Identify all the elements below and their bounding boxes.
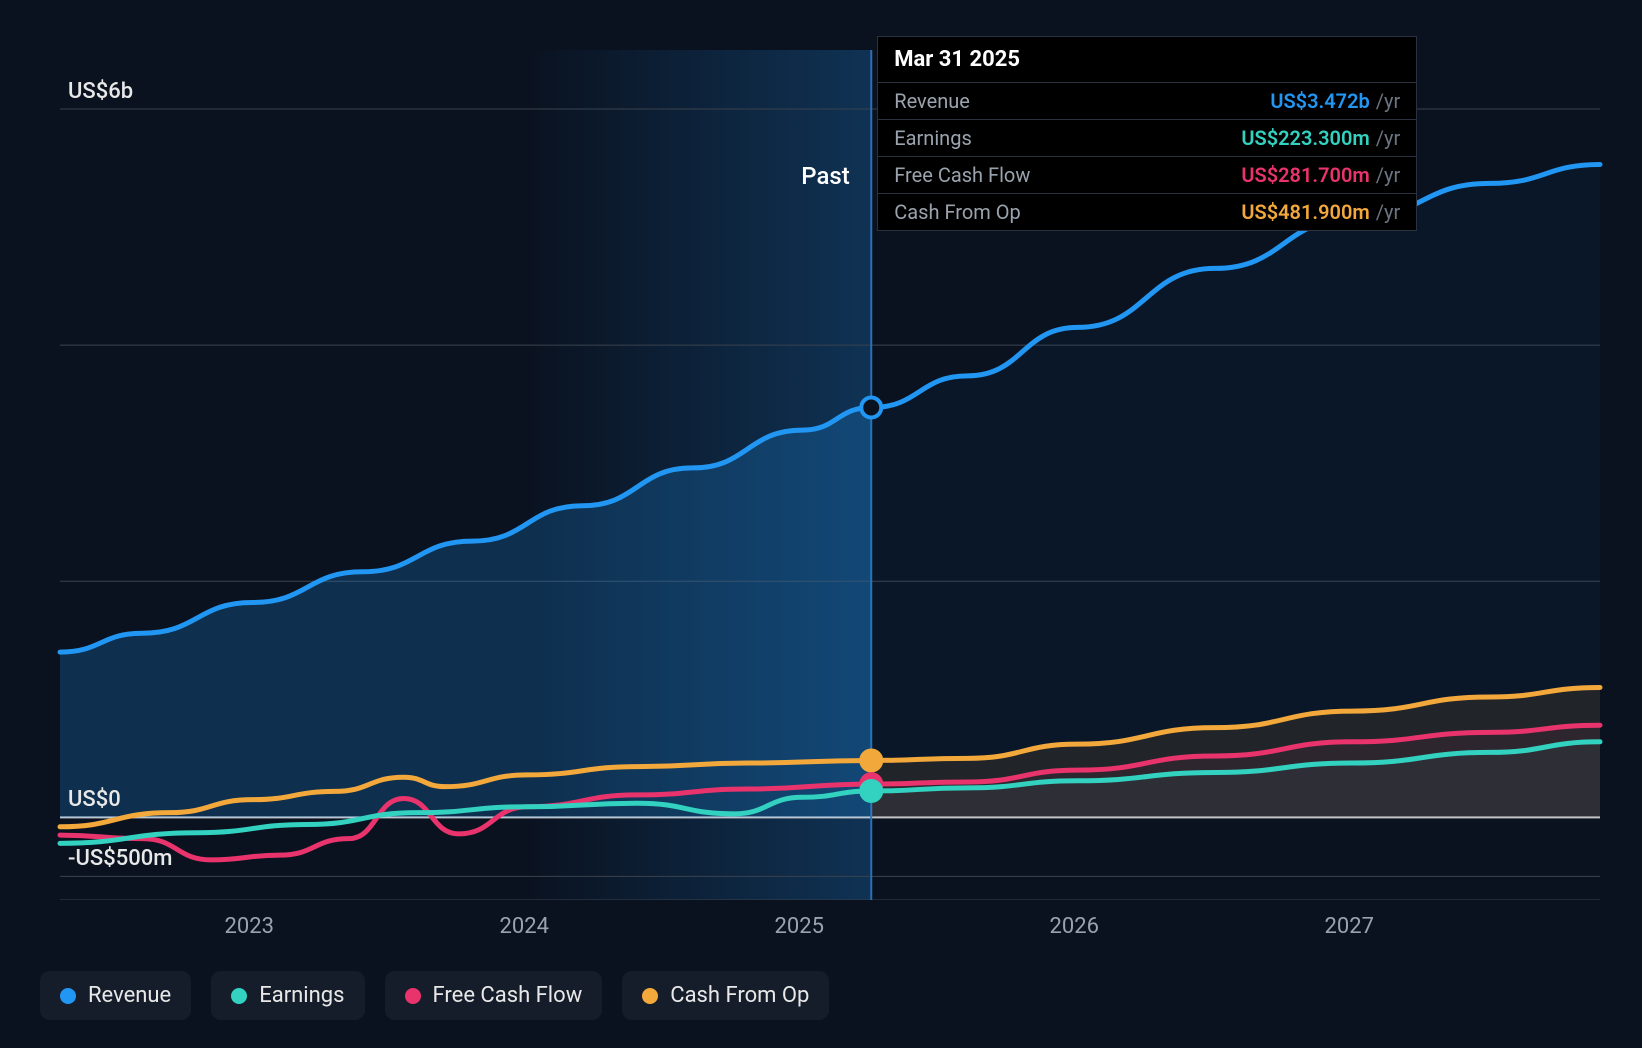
past-label: Past [801, 162, 849, 190]
legend-item-label: Free Cash Flow [433, 983, 583, 1008]
x-tick-label: 2026 [1050, 914, 1099, 939]
legend-dot-icon [642, 988, 658, 1004]
tooltip-row-label: Revenue [894, 89, 1270, 113]
chart-container: US$6b US$0 -US$500m 2023 2024 2025 2026 … [0, 0, 1642, 1048]
tooltip-row: EarningsUS$223.300m/yr [878, 120, 1416, 157]
tooltip-row-unit: /yr [1376, 89, 1401, 113]
tooltip-row-label: Free Cash Flow [894, 163, 1241, 187]
x-tick-label: 2027 [1325, 914, 1374, 939]
tooltip-row: Free Cash FlowUS$281.700m/yr [878, 157, 1416, 194]
tooltip-row-label: Earnings [894, 126, 1241, 150]
legend-item-label: Revenue [88, 983, 171, 1008]
legend-item-earnings[interactable]: Earnings [211, 971, 364, 1020]
tooltip-row: RevenueUS$3.472b/yr [878, 83, 1416, 120]
tooltip-row-label: Cash From Op [894, 200, 1241, 224]
legend-dot-icon [231, 988, 247, 1004]
legend: Revenue Earnings Free Cash Flow Cash From O… [40, 971, 829, 1020]
legend-item-revenue[interactable]: Revenue [40, 971, 191, 1020]
y-tick-label: US$0 [68, 787, 121, 812]
hover-tooltip: Mar 31 2025 RevenueUS$3.472b/yrEarningsU… [877, 36, 1417, 231]
x-tick-label: 2024 [500, 914, 549, 939]
tooltip-row: Cash From OpUS$481.900m/yr [878, 194, 1416, 230]
legend-dot-icon [60, 988, 76, 1004]
tooltip-row-unit: /yr [1376, 163, 1401, 187]
x-tick-label: 2023 [225, 914, 274, 939]
tooltip-row-value: US$223.300m [1241, 126, 1369, 150]
tooltip-row-unit: /yr [1376, 126, 1401, 150]
legend-dot-icon [405, 988, 421, 1004]
x-tick-label: 2025 [775, 914, 824, 939]
tooltip-date: Mar 31 2025 [878, 37, 1416, 83]
chart-plot-area[interactable]: US$6b US$0 -US$500m 2023 2024 2025 2026 … [30, 30, 1610, 900]
tooltip-row-value: US$281.700m [1241, 163, 1369, 187]
legend-item-cash_from_op[interactable]: Cash From Op [622, 971, 829, 1020]
legend-item-label: Earnings [259, 983, 344, 1008]
y-tick-label: US$6b [68, 79, 133, 104]
tooltip-row-value: US$3.472b [1270, 89, 1369, 113]
tooltip-row-value: US$481.900m [1241, 200, 1369, 224]
tooltip-row-unit: /yr [1376, 200, 1401, 224]
y-tick-label: -US$500m [68, 846, 172, 871]
legend-item-free_cash_flow[interactable]: Free Cash Flow [385, 971, 603, 1020]
legend-item-label: Cash From Op [670, 983, 809, 1008]
